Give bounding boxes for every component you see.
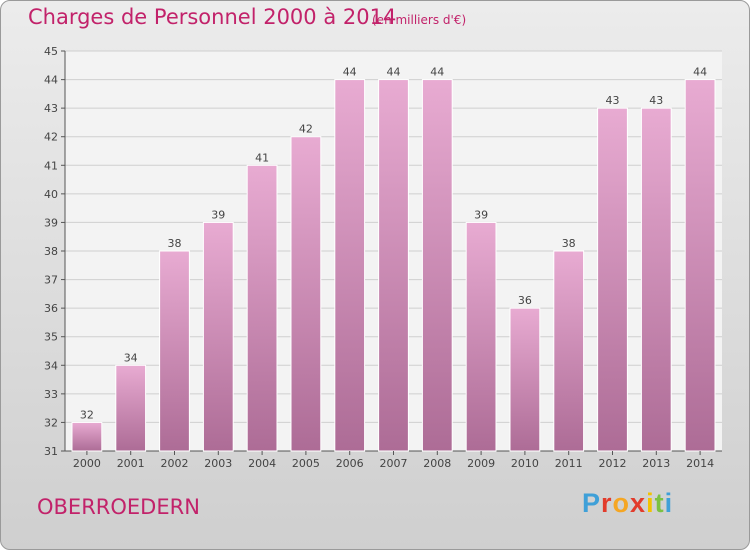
y-tick-label: 34 — [44, 359, 58, 372]
logo-letter: x — [630, 488, 647, 518]
x-tick-label: 2003 — [204, 457, 232, 470]
x-tick-label: 2000 — [73, 457, 101, 470]
bar — [465, 221, 497, 452]
x-tick-label: 2012 — [599, 457, 627, 470]
bar — [115, 364, 147, 452]
bar — [684, 79, 716, 452]
bar — [640, 107, 672, 452]
bar-value-label: 44 — [387, 66, 401, 79]
logo-letter: P — [582, 488, 602, 518]
x-tick-label: 2009 — [467, 457, 495, 470]
bar — [71, 421, 103, 452]
logo-letter: r — [601, 488, 613, 518]
y-tick-label: 45 — [44, 45, 58, 58]
y-tick-label: 33 — [44, 388, 58, 401]
logo-letter: i — [664, 488, 674, 518]
y-tick-label: 31 — [44, 445, 58, 458]
bar — [334, 79, 366, 452]
bar-value-label: 32 — [80, 408, 94, 421]
y-tick-label: 38 — [44, 245, 58, 258]
chart-subtitle: (en milliers d'€) — [372, 13, 467, 27]
logo-letter: i — [646, 488, 655, 518]
bar-value-label: 36 — [518, 294, 532, 307]
proxiti-logo[interactable]: Proxiti — [582, 488, 673, 519]
x-tick-label: 2007 — [380, 457, 408, 470]
y-tick-label: 32 — [44, 416, 58, 429]
x-tick-label: 2006 — [336, 457, 364, 470]
y-tick-label: 37 — [44, 274, 58, 287]
bar — [553, 250, 585, 452]
x-tick-label: 2005 — [292, 457, 320, 470]
logo-letter: t — [654, 488, 665, 518]
x-tick-label: 2013 — [642, 457, 670, 470]
y-tick-label: 43 — [44, 102, 58, 115]
x-tick-label: 2001 — [117, 457, 145, 470]
x-tick-label: 2011 — [555, 457, 583, 470]
bar-value-label: 42 — [299, 123, 313, 136]
bar-value-label: 41 — [255, 151, 269, 164]
bar-value-label: 39 — [474, 208, 488, 221]
bar — [421, 79, 453, 452]
bar — [597, 107, 628, 452]
bar-value-label: 44 — [693, 66, 707, 79]
bar-value-label: 44 — [343, 66, 357, 79]
bar-value-label: 43 — [649, 94, 663, 107]
y-tick-label: 42 — [44, 131, 58, 144]
logo-letter: o — [612, 488, 631, 518]
bar — [290, 136, 322, 452]
x-tick-label: 2004 — [248, 457, 276, 470]
chart-title: Charges de Personnel 2000 à 2014 — [28, 5, 397, 29]
bar-value-label: 43 — [606, 94, 620, 107]
y-tick-label: 44 — [44, 74, 58, 87]
bar — [246, 164, 278, 452]
bar — [202, 221, 234, 452]
bar-value-label: 34 — [124, 351, 138, 364]
x-tick-label: 2002 — [161, 457, 189, 470]
x-tick-label: 2010 — [511, 457, 539, 470]
y-tick-label: 36 — [44, 302, 58, 315]
bar-value-label: 39 — [211, 208, 225, 221]
x-tick-label: 2014 — [686, 457, 714, 470]
y-tick-label: 40 — [44, 188, 58, 201]
bar-value-label: 38 — [168, 237, 182, 250]
y-tick-label: 41 — [44, 159, 58, 172]
y-tick-label: 35 — [44, 331, 58, 344]
bar-value-label: 38 — [562, 237, 576, 250]
bar — [378, 79, 409, 452]
y-tick-label: 39 — [44, 216, 58, 229]
x-tick-label: 2008 — [423, 457, 451, 470]
town-name: OBERROEDERN — [37, 495, 200, 519]
bar — [509, 307, 541, 452]
bar — [159, 250, 190, 452]
bar-value-label: 44 — [430, 66, 444, 79]
